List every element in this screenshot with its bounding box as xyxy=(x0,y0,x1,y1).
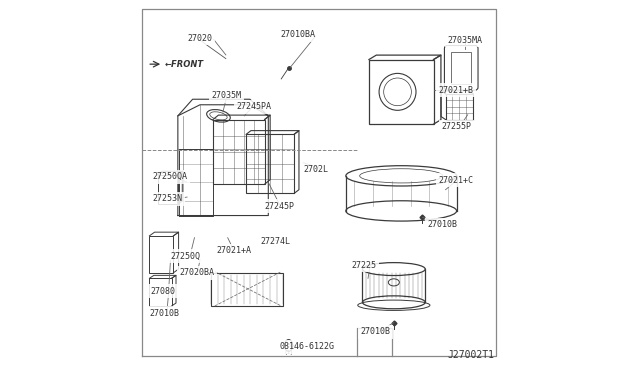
Text: 27274L: 27274L xyxy=(261,237,291,246)
Bar xyxy=(451,52,472,84)
Text: 08146-6122G: 08146-6122G xyxy=(280,342,334,351)
Text: 27010BA: 27010BA xyxy=(280,30,316,39)
Text: 27035M: 27035M xyxy=(211,91,241,100)
Text: 27225: 27225 xyxy=(351,261,376,270)
Text: 27255P: 27255P xyxy=(442,122,472,131)
Text: B: B xyxy=(287,343,291,348)
Text: 27010B: 27010B xyxy=(360,327,390,336)
Text: 2702L: 2702L xyxy=(303,165,328,174)
Text: 27080: 27080 xyxy=(151,287,176,296)
Text: 27021+B: 27021+B xyxy=(438,86,473,94)
Text: 27010B: 27010B xyxy=(427,220,457,229)
Text: J27002T1: J27002T1 xyxy=(447,350,494,359)
Text: 27250QA: 27250QA xyxy=(152,172,187,181)
Bar xyxy=(213,119,264,184)
Text: 27020BA: 27020BA xyxy=(180,268,214,277)
Bar xyxy=(211,273,283,306)
Text: ←FRONT: ←FRONT xyxy=(165,60,204,70)
Text: 27250Q: 27250Q xyxy=(170,251,200,261)
Bar xyxy=(149,278,172,306)
Bar xyxy=(369,60,433,124)
Text: 27010B: 27010B xyxy=(149,309,179,318)
Text: 27035MA: 27035MA xyxy=(447,36,483,45)
Bar xyxy=(445,94,473,119)
Text: (1): (1) xyxy=(284,350,293,355)
Text: 27021+A: 27021+A xyxy=(216,246,252,255)
Bar xyxy=(246,134,294,193)
Text: 27245P: 27245P xyxy=(264,202,294,211)
Text: 27020: 27020 xyxy=(188,34,212,43)
Bar xyxy=(157,175,178,205)
Text: 27021+C: 27021+C xyxy=(438,176,473,185)
Text: 27245PA: 27245PA xyxy=(237,102,272,111)
Text: 27253N: 27253N xyxy=(152,195,182,203)
Bar xyxy=(149,236,173,273)
